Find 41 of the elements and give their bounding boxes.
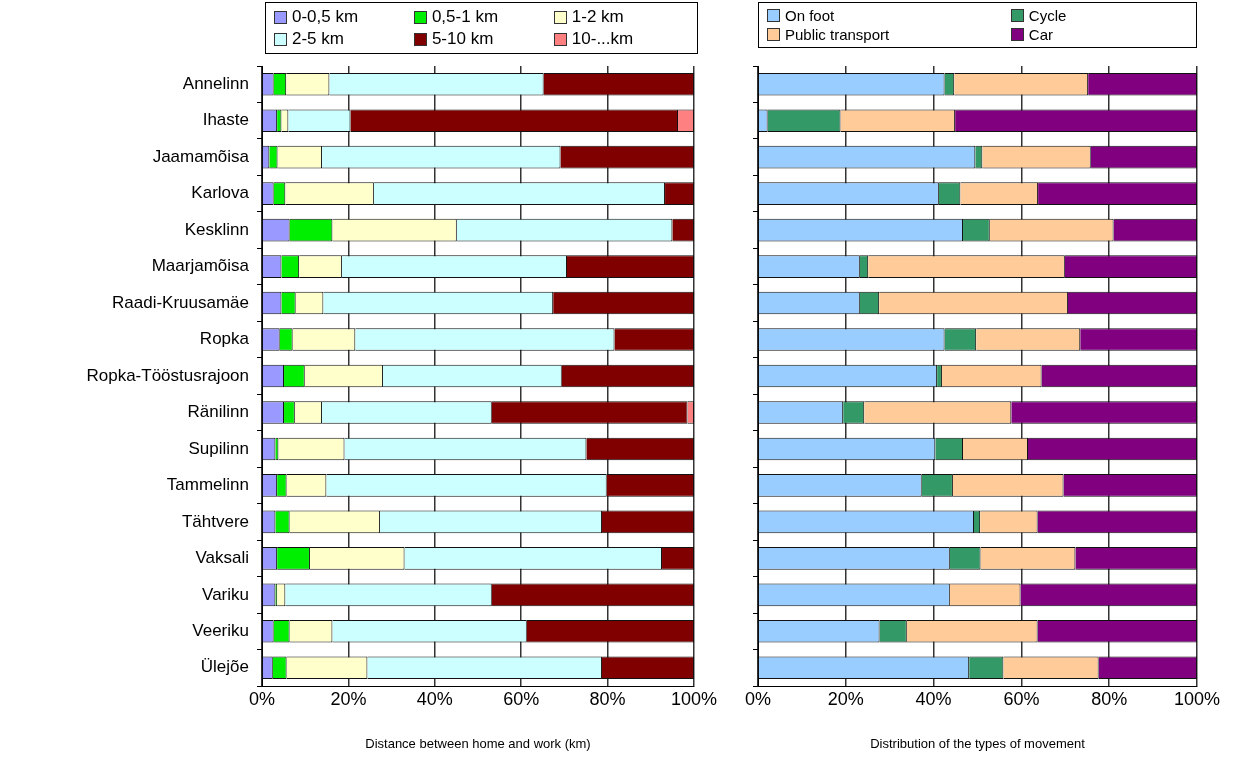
y-tick-label: Ropka-Tööstusrajoon [86,365,249,385]
y-tick-label: Ropka [199,329,250,349]
x-tick-label: 100% [670,688,717,709]
y-tick-label: Jaamamõisa [152,146,250,166]
y-tick-label: Vaksali [195,548,249,568]
x-tick-label: 60% [503,688,540,709]
y-tick-label: Veeriku [192,620,249,640]
x-tick-label: 0% [744,688,772,709]
y-tick-label: Karlova [191,183,250,203]
x-tick-label: 100% [1173,688,1221,709]
y-tick-label: Tähtvere [181,511,249,531]
x-tick-label: 80% [589,688,626,709]
x-tick-label: 40% [915,688,952,709]
y-tick-label: Variku [202,584,249,604]
x-tick-label: 0% [248,688,276,709]
y-tick-label: Kesklinn [184,219,249,239]
y-tick-label: Annelinn [182,73,249,93]
x-axis-title: Distance between home and work (km) [365,735,591,751]
x-tick-label: 20% [827,688,864,709]
x-tick-label: 40% [416,688,453,709]
y-tick-label: Tammelinn [166,475,249,495]
y-tick-label: Supilinn [188,438,249,458]
legend-label: Cycle [1028,7,1067,24]
x-tick-label: 20% [330,688,367,709]
y-tick-label: Maarjamõisa [151,256,250,276]
legend-label: 0-0,5 km [292,7,359,27]
y-tick-label: Ülejõe [200,657,249,677]
y-tick-label: Ränilinn [187,402,249,422]
legend-label: On foot [785,7,835,24]
legend-label: 2-5 km [292,29,344,49]
legend-label: Public transport [785,26,890,43]
y-tick-label: Raadi-Kruusamäe [111,292,249,312]
legend-label: 0,5-1 km [431,7,499,27]
y-tick-label: Ihaste [202,110,249,130]
legend-label: 1-2 km [571,7,624,27]
legend-label: 10-...km [571,29,634,49]
x-axis-title: Distribution of the types of movement [870,735,1086,751]
x-tick-label: 60% [1003,688,1040,709]
x-tick-label: 80% [1091,688,1128,709]
legend-label: Car [1028,26,1054,43]
legend-label: 5-10 km [431,29,494,49]
